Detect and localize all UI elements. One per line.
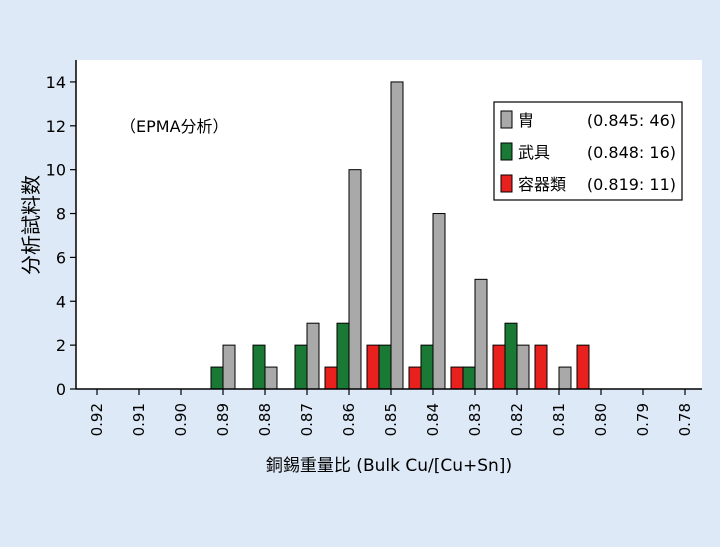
bar-胄-0.88 <box>264 366 278 390</box>
bar-容器類-0.86 <box>324 366 338 390</box>
x-ticks: 0.92 0.91 0.90 0.89 0.88 0.87 0.86 0.85 0.84 0.83… <box>88 389 694 436</box>
bar-武具-0.86 <box>336 322 350 390</box>
bar-容器類-0.81 <box>534 344 548 390</box>
x-tick-label: 0.80 <box>592 403 610 436</box>
y-tick-label: 2 <box>56 336 66 355</box>
x-tick-label: 0.87 <box>298 403 316 436</box>
x-axis-label: 銅錫重量比 (Bulk Cu/[Cu+Sn]) <box>266 456 512 476</box>
bar-武具-0.89 <box>210 366 224 390</box>
y-tick-label: 4 <box>56 292 66 311</box>
x-tick-label: 0.81 <box>550 403 568 436</box>
bar-容器類-0.82 <box>492 344 506 390</box>
y-tick-label: 14 <box>46 73 66 92</box>
bar-胄-0.89 <box>222 344 236 390</box>
bar-武具-0.83 <box>462 366 476 390</box>
axes <box>75 60 702 390</box>
x-tick-label: 0.84 <box>424 403 442 436</box>
y-tick-label: 0 <box>56 380 66 399</box>
x-tick-label: 0.79 <box>634 403 652 436</box>
x-tick-label: 0.89 <box>214 403 232 436</box>
x-tick-label: 0.78 <box>676 403 694 436</box>
legend-swatch <box>500 174 513 193</box>
bar-胄-0.84 <box>432 213 446 390</box>
bar-胄-0.86 <box>348 169 362 390</box>
x-tick-label: 0.86 <box>340 403 358 436</box>
y-axis-label: 分析試料数 <box>19 175 43 275</box>
x-tick-label: 0.91 <box>130 403 148 436</box>
annotation: （EPMA分析） <box>120 117 229 136</box>
bar-胄-0.85 <box>390 81 404 390</box>
legend-label: 武具 <box>518 143 550 162</box>
legend-swatch <box>500 142 513 161</box>
x-tick-label: 0.90 <box>172 403 190 436</box>
bars <box>210 81 590 390</box>
legend-stat: (0.848: 16) <box>587 143 676 162</box>
bar-武具-0.85 <box>378 344 392 390</box>
bar-胄-0.87 <box>306 322 320 390</box>
legend-label: 容器類 <box>518 175 566 194</box>
x-tick-label: 0.82 <box>508 403 526 436</box>
bar-武具-0.82 <box>504 322 518 390</box>
x-tick-label: 0.88 <box>256 403 274 436</box>
bar-武具-0.88 <box>252 344 266 390</box>
bar-胄-0.83 <box>474 278 488 390</box>
legend-swatch <box>500 110 513 129</box>
y-ticks: 0 2 4 6 8 10 12 14 <box>46 73 76 399</box>
bar-武具-0.87 <box>294 344 308 390</box>
bar-武具-0.84 <box>420 344 434 390</box>
bar-胄-0.82 <box>516 344 530 390</box>
y-tick-label: 10 <box>46 161 66 180</box>
x-tick-label: 0.92 <box>88 403 106 436</box>
bar-容器類-0.84 <box>408 366 422 390</box>
y-tick-label: 6 <box>56 248 66 267</box>
bar-容器類-0.83 <box>450 366 464 390</box>
legend-stat: (0.819: 11) <box>587 175 676 194</box>
x-tick-label: 0.83 <box>466 403 484 436</box>
y-tick-label: 12 <box>46 117 66 136</box>
bar-容器類-0.80 <box>576 344 590 390</box>
legend-stat: (0.845: 46) <box>587 111 676 130</box>
bar-胄-0.81 <box>558 366 572 390</box>
x-tick-label: 0.85 <box>382 403 400 436</box>
bar-容器類-0.85 <box>366 344 380 390</box>
legend: 胄 (0.845: 46) 武具 (0.848: 16) 容器類 (0.819: 11) <box>493 101 683 201</box>
y-tick-label: 8 <box>56 205 66 224</box>
legend-label: 胄 <box>518 111 534 130</box>
legend-box <box>493 101 683 201</box>
